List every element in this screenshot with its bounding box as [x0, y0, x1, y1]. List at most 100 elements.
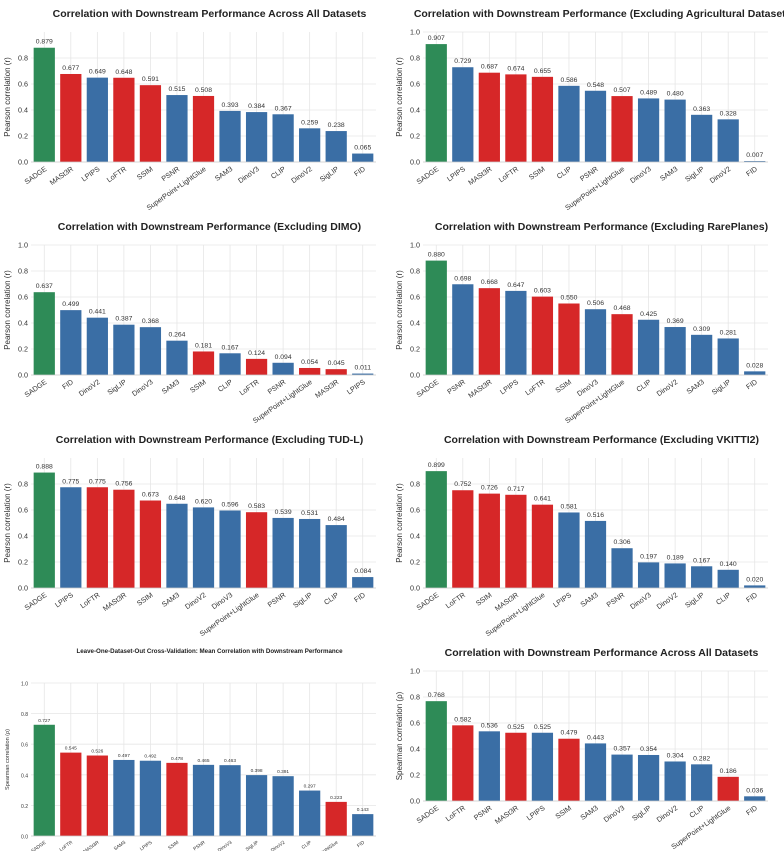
x-tick-label: SSIM: [554, 803, 574, 820]
x-tick-label: CLIP: [301, 840, 313, 851]
value-label: 0.880: [428, 252, 445, 259]
x-tick-label: FID: [352, 590, 367, 604]
bar-clip: [219, 353, 241, 375]
bar-dinov2: [717, 119, 739, 162]
value-label: 0.649: [89, 69, 106, 76]
bar-mast3r: [325, 369, 347, 375]
value-label: 0.480: [667, 91, 684, 98]
y-tick-label: 0.0: [21, 835, 28, 841]
x-tick-label: CLIP: [216, 377, 234, 394]
y-axis-label: Pearson correlation (r): [395, 270, 404, 350]
value-label: 0.463: [224, 758, 236, 764]
value-label: 0.223: [330, 795, 342, 801]
bar-sadge: [33, 47, 55, 163]
x-tick-label: SigLIP: [630, 803, 653, 823]
value-label: 0.525: [534, 724, 551, 731]
x-tick-label: LoFTR: [238, 377, 261, 397]
y-tick-label: 0.8: [410, 54, 420, 63]
value-label: 0.387: [115, 316, 132, 323]
x-tick-label: DinoV3: [217, 840, 234, 851]
x-tick-label: MASt3R: [82, 839, 101, 851]
value-label: 0.367: [275, 105, 292, 112]
bar-sadge: [425, 260, 447, 375]
value-label: 0.756: [115, 481, 132, 488]
value-label: 0.065: [354, 145, 371, 152]
x-tick-label: LoFTR: [105, 164, 128, 184]
bar-chart-8: Correlation with Downstream Performance …: [395, 647, 768, 851]
x-tick-label: PSNR: [578, 164, 600, 183]
x-tick-label: SigLIP: [683, 164, 706, 184]
y-tick-label: 0.4: [18, 532, 28, 541]
bar-dinov2: [664, 563, 686, 588]
value-label: 0.020: [746, 576, 763, 583]
x-tick-label: PSNR: [192, 839, 207, 851]
x-tick-label: DinoV3: [236, 164, 260, 185]
x-tick-label: PSNR: [605, 590, 627, 609]
y-tick-label: 0.8: [18, 480, 28, 489]
bar-psnr: [272, 517, 294, 588]
y-axis-label: Pearson correlation (r): [3, 57, 12, 137]
bar-siglip: [691, 566, 713, 588]
x-tick-label: CLIP: [688, 803, 706, 820]
x-tick-label: DinoV3: [602, 803, 626, 824]
x-tick-label: LPIPS: [445, 164, 467, 183]
x-tick-label: SSIM: [167, 840, 180, 851]
bar-sadge: [33, 472, 55, 588]
value-label: 0.526: [91, 749, 103, 755]
bar-sam3: [664, 99, 686, 162]
value-label: 0.596: [222, 502, 239, 509]
y-tick-label: 0.4: [410, 532, 420, 541]
value-label: 0.775: [62, 478, 79, 485]
value-label: 0.309: [693, 326, 710, 333]
bar-superpoint-lightglue: [531, 504, 554, 588]
bar-sadge: [425, 471, 447, 588]
y-tick-label: 0.8: [18, 54, 28, 63]
bar-dinov2: [664, 761, 686, 801]
bar-siglip: [637, 754, 660, 801]
x-tick-label: SADGE: [23, 377, 49, 399]
y-tick-label: 0.0: [410, 158, 420, 167]
bar-chart-2: Correlation with Downstream Performance …: [395, 8, 784, 212]
bar-loftr: [245, 358, 268, 375]
value-label: 0.186: [720, 768, 737, 775]
bar-dinov2: [299, 128, 321, 162]
x-tick-label: PSNR: [266, 590, 288, 609]
value-label: 0.768: [428, 692, 445, 699]
value-label: 0.515: [168, 86, 185, 93]
y-tick-label: 0.2: [410, 132, 420, 141]
value-label: 0.536: [481, 722, 498, 729]
value-label: 0.545: [65, 746, 77, 752]
value-label: 0.264: [168, 332, 185, 339]
x-tick-label: SigLIP: [318, 164, 341, 184]
value-label: 0.525: [507, 724, 524, 731]
value-label: 0.084: [354, 568, 371, 575]
bar-sadge: [33, 292, 55, 375]
y-tick-label: 0.8: [410, 693, 420, 702]
x-tick-label: FID: [744, 590, 759, 604]
bar-superpoint-lightglue: [192, 95, 215, 162]
bar-fid: [744, 161, 766, 162]
value-label: 0.354: [640, 746, 657, 753]
value-label: 0.641: [534, 496, 551, 503]
bar-lpips: [531, 732, 554, 801]
value-label: 0.507: [614, 87, 631, 94]
bar-loftr: [113, 77, 135, 162]
x-tick-label: SSIM: [135, 164, 155, 181]
x-tick-label: FID: [744, 164, 759, 178]
bar-dinov2: [192, 507, 215, 588]
value-label: 0.677: [62, 65, 79, 72]
value-label: 0.668: [481, 279, 498, 286]
bar-loftr: [452, 490, 474, 588]
y-axis-label: Pearson correlation (r): [3, 270, 12, 350]
bar-loftr: [505, 74, 527, 162]
value-label: 0.499: [62, 301, 79, 308]
value-label: 0.007: [746, 152, 763, 159]
x-tick-label: MASt3R: [493, 803, 520, 826]
value-label: 0.054: [301, 359, 318, 366]
bar-ssim: [558, 738, 580, 801]
bar-fid: [60, 310, 82, 375]
value-label: 0.655: [534, 68, 551, 75]
value-label: 0.673: [142, 492, 159, 499]
x-tick-label: SAM3: [578, 803, 599, 822]
x-tick-label: LPIPS: [498, 377, 520, 396]
